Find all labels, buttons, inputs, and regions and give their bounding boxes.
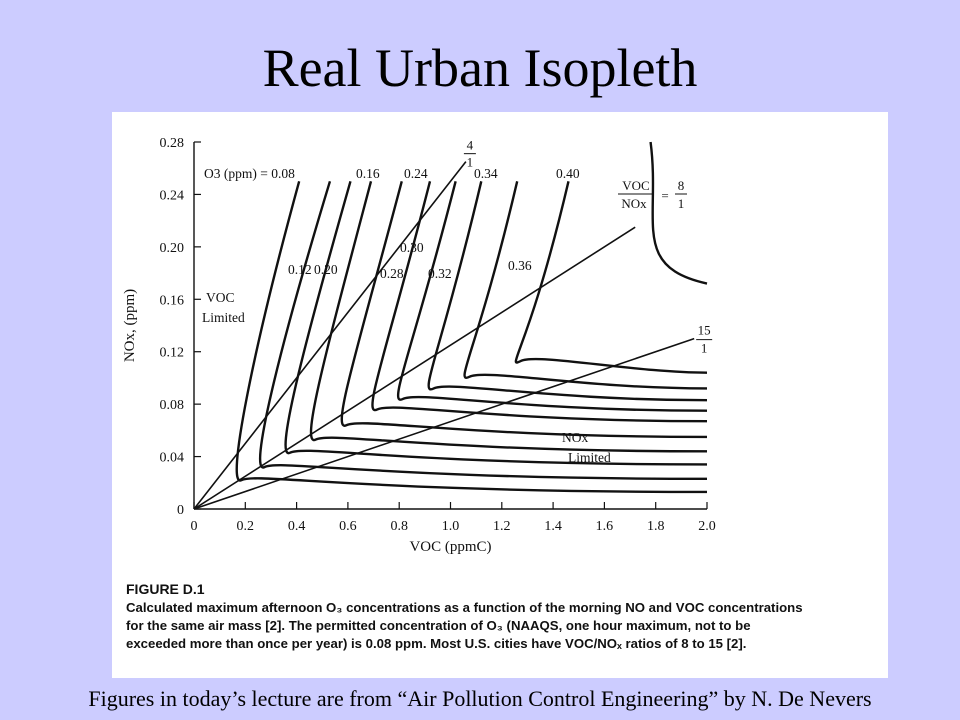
isopleth-label-0.36: 0.36 [508,258,532,273]
y-tick-label: 0.28 [160,136,185,151]
ratio-label-voc: VOC [622,178,649,193]
isopleth-label-0.08: O3 (ppm) = 0.08 [204,166,295,181]
isopleth-curve [514,181,708,374]
ratio-15-denominator: 1 [701,341,708,356]
ratio-line [193,226,636,510]
isopleth-curve [371,181,708,423]
isopleth-label-0.12: 0.12 [288,262,312,277]
x-tick-label: 0.4 [288,519,306,534]
ratio-label-equals: = [661,188,668,203]
slide-title: Real Urban Isopleth [262,38,698,98]
isopleth-label-0.32: 0.32 [428,266,452,281]
x-tick-label: 1.6 [596,519,614,534]
isopleth-curve [340,181,708,439]
x-tick-label: 1.2 [493,519,511,534]
ratio-line [193,161,467,510]
y-tick-label: 0.12 [160,346,185,361]
nox-limited-label: NOx [562,430,588,445]
caption-line: for the same air mass [2]. The permitted… [126,618,751,633]
voc-limited-label: VOC [206,290,235,305]
figure-panel: 0 0.2 0.4 0.6 0.8 1.0 1.2 1.4 1.6 1.8 2.0 0 0.04 0.08… [112,112,888,678]
isopleth-curve [235,181,708,494]
isopleth-label-0.20: 0.20 [314,262,338,277]
isopleth-curve [427,181,708,402]
x-axis-label: VOC (ppmC) [409,539,491,555]
isopleth-curve [396,181,708,412]
x-tick-label: 1.8 [647,519,665,534]
isopleth-label-0.24: 0.24 [404,166,428,181]
isopleth-curve [463,181,708,390]
voc-limited-label: Limited [202,310,245,325]
isopleth-label-0.28: 0.28 [380,266,404,281]
y-tick-label: 0 [177,503,184,518]
x-tick-label: 0 [191,519,198,534]
y-tick-label: 0.04 [160,451,185,466]
ratio-4-denominator: 1 [467,155,474,170]
ratio-8-denominator: 1 [678,196,685,211]
isopleth-label-0.30: 0.30 [400,240,424,255]
y-axis-label: NOx, (ppm) [122,289,138,362]
isopleth-label-0.40: 0.40 [556,166,580,181]
footer-credit: Figures in today’s lecture are from “Air… [88,686,872,711]
isopleth-curve [309,181,708,453]
y-tick-label: 0.20 [160,241,185,256]
isopleth-curve [258,180,708,481]
ratio-15-numerator: 15 [698,323,711,338]
isopleth-label-0.16: 0.16 [356,166,380,181]
nox-limited-label: Limited [568,450,611,465]
y-tick-label: 0.16 [160,293,185,308]
ratio-4-numerator: 4 [467,138,474,153]
y-tick-label: 0.24 [160,188,185,203]
isopleth-curve [649,141,708,285]
ratio-line [193,337,695,510]
ratio-label-nox: NOx [621,196,647,211]
x-tick-label: 0.6 [339,519,357,534]
x-tick-label: 2.0 [698,519,716,534]
isopleth-label-0.34: 0.34 [474,166,498,181]
figure-caption: FIGURE D.1 Calculated maximum afternoon … [126,580,878,653]
x-tick-label: 1.0 [442,519,460,534]
isopleth-chart: 0 0.2 0.4 0.6 0.8 1.0 1.2 1.4 1.6 1.8 2.0 0 0.04 0.08… [122,136,716,555]
ratio-8-numerator: 8 [678,178,685,193]
figure-label: FIGURE D.1 [126,581,205,597]
x-tick-label: 0.2 [237,519,255,534]
x-tick-label: 0.8 [390,519,408,534]
y-tick-label: 0.08 [160,398,185,413]
x-tick-label: 1.4 [544,519,562,534]
caption-line: exceeded more than once per year) is 0.0… [126,636,747,651]
caption-line: Calculated maximum afternoon O₃ concentr… [126,600,803,615]
isopleth-curve [284,180,708,466]
